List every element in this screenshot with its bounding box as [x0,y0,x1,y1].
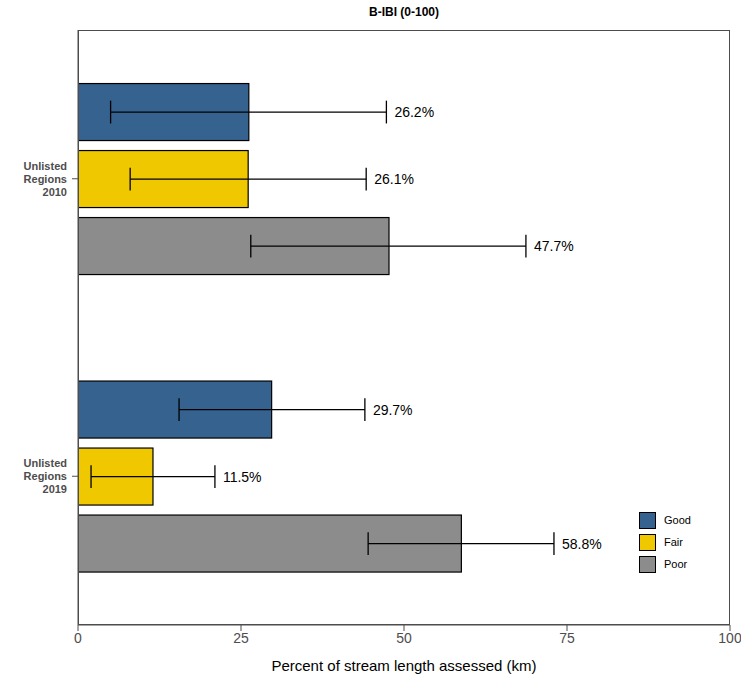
svg-text:UnlistedRegions2010: UnlistedRegions2010 [24,160,67,198]
svg-text:29.7%: 29.7% [373,402,413,418]
svg-text:58.8%: 58.8% [562,536,602,552]
html-text:Fair: Fair [664,536,683,548]
html-text:Poor: Poor [664,558,688,570]
svg-text:26.1%: 26.1% [374,171,414,187]
svg-text:26.2%: 26.2% [394,104,434,120]
svg-text:0: 0 [74,630,82,646]
html-text:Good: Good [664,514,691,526]
svg-text:75: 75 [559,630,575,646]
svg-text:47.7%: 47.7% [534,238,574,254]
svg-text:11.5%: 11.5% [223,469,262,485]
svg-text:UnlistedRegions2019: UnlistedRegions2019 [24,457,67,495]
svg-text:100: 100 [718,630,733,646]
svg-text:50: 50 [396,630,412,646]
svg-text:Percent of stream length asses: Percent of stream length assessed (km) [271,657,536,674]
html-text:B-IBI (0-100): B-IBI (0-100) [369,5,439,19]
svg-text:25: 25 [233,630,249,646]
